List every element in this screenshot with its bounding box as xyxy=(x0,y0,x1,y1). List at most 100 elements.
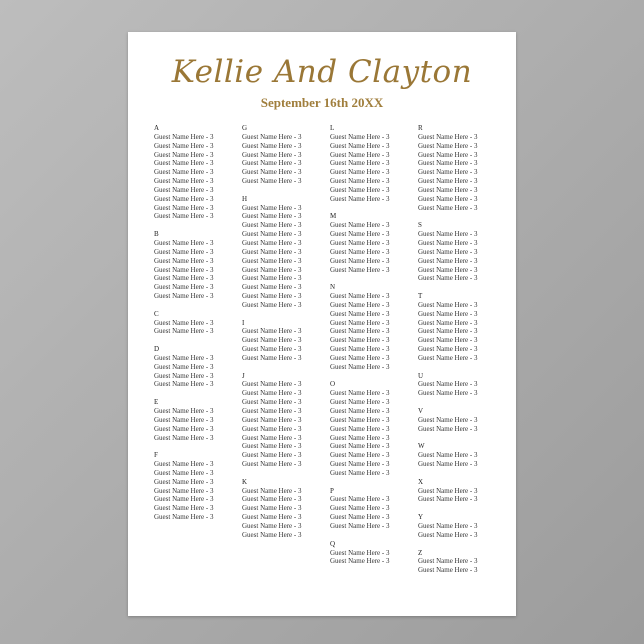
guest-entry: Guest Name Here - 3 xyxy=(330,424,390,433)
group-letter-heading: H xyxy=(242,194,248,203)
group-spacer xyxy=(330,274,416,283)
guest-entry: Guest Name Here - 3 xyxy=(242,283,302,292)
group-spacer xyxy=(154,221,240,230)
guest-entry: Guest Name Here - 3 xyxy=(418,530,478,539)
group-letter-heading: T xyxy=(418,292,423,301)
guest-entry: Guest Name Here - 3 xyxy=(330,345,390,354)
group-spacer xyxy=(418,283,504,292)
guest-entry: Guest Name Here - 3 xyxy=(242,380,302,389)
guest-entry: Guest Name Here - 3 xyxy=(154,238,214,247)
guest-entry: Guest Name Here - 3 xyxy=(154,283,214,292)
guest-entry: Guest Name Here - 3 xyxy=(330,336,390,345)
letter-group-c: C Guest Name Here - 3 Guest Name Here - 3 xyxy=(154,310,240,345)
seating-chart-poster: Kellie And Clayton September 16th 20XX A… xyxy=(128,32,516,616)
guest-entry: Guest Name Here - 3 xyxy=(418,300,478,309)
guest-entry: Guest Name Here - 3 xyxy=(242,336,302,345)
guest-entry: Guest Name Here - 3 xyxy=(330,132,390,141)
guest-entry: Guest Name Here - 3 xyxy=(154,477,214,486)
guest-entry: Guest Name Here - 3 xyxy=(242,159,302,168)
group-spacer xyxy=(418,434,504,443)
guest-entry: Guest Name Here - 3 xyxy=(418,521,478,530)
guest-entry: Guest Name Here - 3 xyxy=(330,504,390,513)
guest-entry: Guest Name Here - 3 xyxy=(330,398,390,407)
group-letter-heading: J xyxy=(242,371,245,380)
group-spacer xyxy=(242,186,328,195)
group-letter-heading: P xyxy=(330,486,334,495)
group-spacer xyxy=(242,540,328,549)
guest-entry: Guest Name Here - 3 xyxy=(330,177,390,186)
guest-entry: Guest Name Here - 3 xyxy=(330,230,390,239)
guest-entry: Guest Name Here - 3 xyxy=(330,185,390,194)
guest-entry: Guest Name Here - 3 xyxy=(242,521,302,530)
group-spacer xyxy=(330,372,416,381)
wedding-date: September 16th 20XX xyxy=(260,95,384,110)
guest-entry: Guest Name Here - 3 xyxy=(242,451,302,460)
letter-group-r: R Guest Name Here - 3 Guest Name Here - 3 G… xyxy=(418,124,504,221)
group-letter-heading: D xyxy=(154,345,160,354)
group-letter-heading: W xyxy=(418,442,425,451)
letter-group-z: Z Guest Name Here - 3 Guest Name Here - 3 xyxy=(418,549,504,584)
guest-entry: Guest Name Here - 3 xyxy=(330,353,390,362)
group-spacer xyxy=(154,389,240,398)
guest-entry: Guest Name Here - 3 xyxy=(154,362,214,371)
guest-entry: Guest Name Here - 3 xyxy=(330,300,390,309)
group-spacer xyxy=(330,531,416,540)
guest-entry: Guest Name Here - 3 xyxy=(418,203,478,212)
group-letter-heading: C xyxy=(154,309,159,318)
guest-entry: Guest Name Here - 3 xyxy=(330,557,390,566)
guest-entry: Guest Name Here - 3 xyxy=(242,230,302,239)
group-spacer xyxy=(418,398,504,407)
guest-entry: Guest Name Here - 3 xyxy=(418,389,478,398)
guest-entry: Guest Name Here - 3 xyxy=(154,150,214,159)
guest-entry: Guest Name Here - 3 xyxy=(418,309,478,318)
guest-entry: Guest Name Here - 3 xyxy=(154,274,214,283)
guest-entry: Guest Name Here - 3 xyxy=(242,407,302,415)
guest-entry: Guest Name Here - 3 xyxy=(154,185,214,194)
group-spacer xyxy=(242,310,328,319)
guest-entry: Guest Name Here - 3 xyxy=(154,468,214,477)
group-spacer xyxy=(154,442,240,451)
guest-entry: Guest Name Here - 3 xyxy=(330,415,390,424)
guest-entry: Guest Name Here - 3 xyxy=(242,389,302,398)
guest-entry: Guest Name Here - 3 xyxy=(418,247,478,256)
group-letter-heading: K xyxy=(242,477,248,486)
guest-entry: Guest Name Here - 3 xyxy=(242,221,302,230)
group-spacer xyxy=(418,363,504,372)
guest-entry: Guest Name Here - 3 xyxy=(242,345,302,354)
guest-entry: Guest Name Here - 3 xyxy=(330,159,390,168)
guest-entry: Guest Name Here - 3 xyxy=(242,168,302,177)
guest-entry: Guest Name Here - 3 xyxy=(330,495,390,504)
guest-entry: Guest Name Here - 3 xyxy=(330,389,390,398)
group-letter-heading: B xyxy=(154,230,159,239)
guest-entry: Guest Name Here - 3 xyxy=(418,353,478,362)
guest-entry: Guest Name Here - 3 xyxy=(242,495,302,504)
guest-entry: Guest Name Here - 3 xyxy=(418,345,478,354)
group-letter-heading: V xyxy=(418,407,424,415)
group-spacer xyxy=(242,469,328,478)
guest-entry: Guest Name Here - 3 xyxy=(242,433,302,442)
guest-entry: Guest Name Here - 3 xyxy=(242,265,302,274)
letter-group-u: U Guest Name Here - 3 Guest Name Here - 3 xyxy=(418,372,504,407)
guest-entry: Guest Name Here - 3 xyxy=(418,141,478,150)
guest-entry: Guest Name Here - 3 xyxy=(418,415,478,424)
group-spacer xyxy=(418,540,504,549)
guest-entry: Guest Name Here - 3 xyxy=(242,530,302,539)
guest-entry: Guest Name Here - 3 xyxy=(330,221,390,230)
guest-entry: Guest Name Here - 3 xyxy=(154,203,214,212)
guest-entry: Guest Name Here - 3 xyxy=(242,486,302,495)
guest-entry: Guest Name Here - 3 xyxy=(154,327,214,336)
group-spacer xyxy=(418,575,504,584)
group-letter-heading: O xyxy=(330,380,336,389)
guest-entry: Guest Name Here - 3 xyxy=(418,168,478,177)
guest-entry: Guest Name Here - 3 xyxy=(242,238,302,247)
group-letter-heading: I xyxy=(242,318,245,327)
group-letter-heading: R xyxy=(418,124,423,132)
guest-entry: Guest Name Here - 3 xyxy=(242,353,302,362)
guest-entry: Guest Name Here - 3 xyxy=(242,513,302,522)
couple-names-title: Kellie And Clayton xyxy=(171,54,473,90)
group-spacer xyxy=(154,301,240,310)
